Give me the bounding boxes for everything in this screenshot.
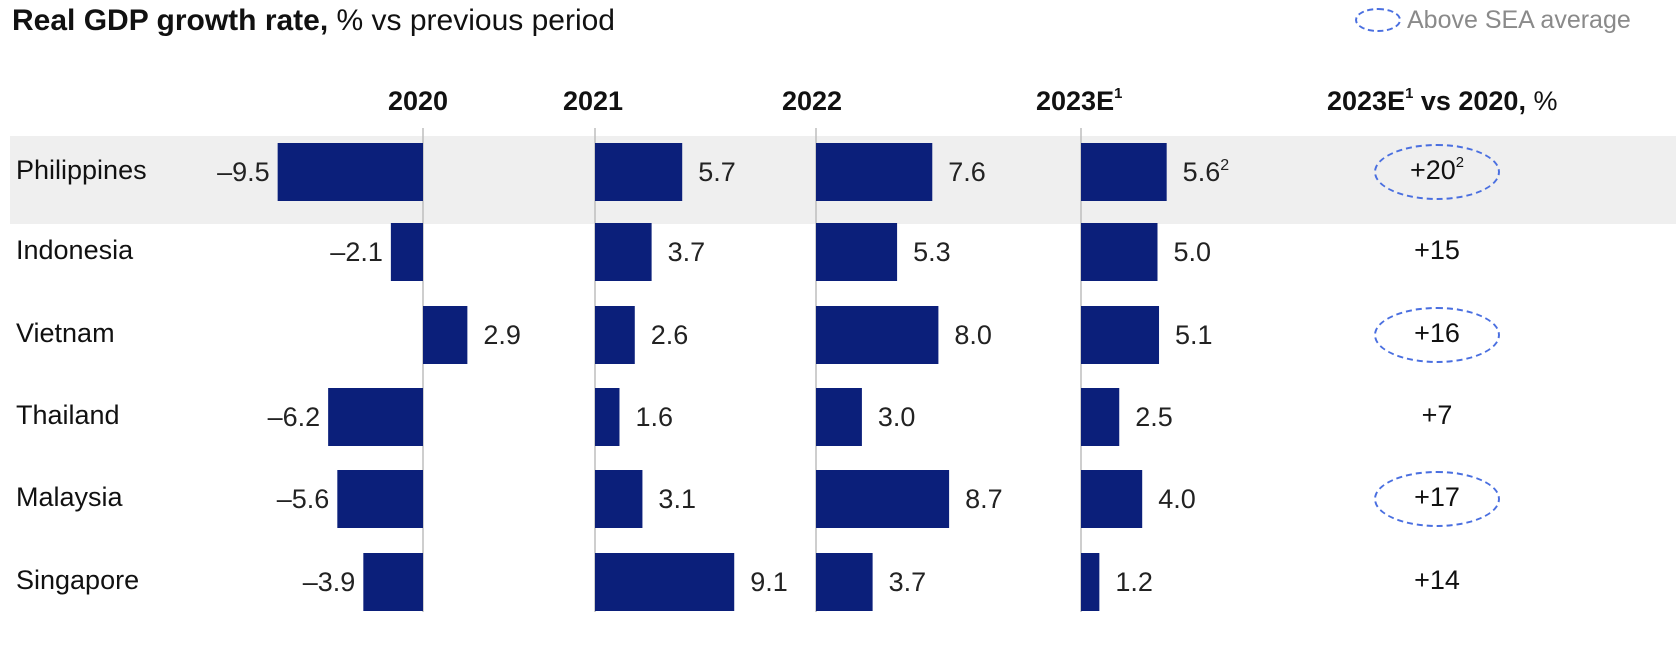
bar-2023e-philippines (1081, 143, 1167, 201)
value-label-2021-singapore: 9.1 (750, 567, 788, 597)
value-label-2020-thailand: –6.2 (268, 402, 321, 432)
bar-2021-indonesia (595, 223, 652, 281)
bar-2021-malaysia (595, 470, 643, 528)
bar-2020-malaysia (337, 470, 423, 528)
country-label-malaysia: Malaysia (16, 482, 123, 512)
column-header-2023e-label: 2023E (1036, 86, 1115, 116)
value-label-2023e-singapore: 1.2 (1115, 567, 1153, 597)
bar-2022-singapore (816, 553, 873, 611)
bar-2020-singapore (363, 553, 423, 611)
bar-2023e-thailand (1081, 388, 1120, 446)
value-label-2022-indonesia: 5.3 (913, 237, 951, 267)
value-label-2022-thailand: 3.0 (878, 402, 916, 432)
value-label-2021-thailand: 1.6 (635, 402, 673, 432)
bar-2023e-vietnam (1081, 306, 1160, 364)
bar-2023e-singapore (1081, 553, 1100, 611)
value-label-2020-vietnam: 2.9 (483, 320, 521, 350)
value-label-2022-vietnam: 8.0 (954, 320, 992, 350)
bar-2022-thailand (816, 388, 862, 446)
country-label-thailand: Thailand (16, 400, 120, 430)
value-label-2020-indonesia: –2.1 (330, 237, 383, 267)
bar-2020-vietnam (423, 306, 468, 364)
column-header-2022-label: 2022 (782, 86, 843, 116)
bar-2020-thailand (328, 388, 423, 446)
change-header-label: 2023E (1327, 86, 1406, 116)
column-header-2020-label: 2020 (388, 86, 449, 116)
change-header-mid: vs 2020, (1413, 86, 1526, 116)
value-label-2021-indonesia: 3.7 (668, 237, 706, 267)
value-label-2020-philippines: –9.5 (217, 157, 270, 187)
chart-title: Real GDP growth rate, % vs previous peri… (12, 4, 615, 38)
bar-2023e-malaysia (1081, 470, 1143, 528)
value-label-2023e-indonesia: 5.0 (1174, 237, 1212, 267)
change-value-philippines: +202 (1409, 155, 1465, 185)
legend-label: Above SEA average (1407, 6, 1631, 34)
column-header-2023e: 2023E1 (1036, 86, 1122, 117)
change-header-unit: % (1525, 86, 1558, 116)
column-header-2023e-sup: 1 (1114, 86, 1123, 102)
change-header-sup: 1 (1405, 86, 1414, 102)
change-value-indonesia: +15 (1414, 235, 1460, 265)
bar-2020-philippines (277, 143, 423, 201)
column-header-2020: 2020 (388, 86, 448, 117)
column-header-2021-label: 2021 (563, 86, 624, 116)
bar-2021-thailand (595, 388, 620, 446)
value-label-2021-malaysia: 3.1 (658, 484, 696, 514)
above-average-oval-malaysia (1374, 471, 1500, 527)
value-label-2021-vietnam: 2.6 (651, 320, 689, 350)
bar-2022-philippines (816, 143, 933, 201)
column-header-change: 2023E1 vs 2020, % (1327, 86, 1557, 117)
change-value-vietnam: +16 (1414, 318, 1460, 348)
bar-2022-vietnam (816, 306, 939, 364)
above-average-oval-philippines (1374, 144, 1500, 200)
value-label-2023e-philippines: 5.62 (1183, 157, 1230, 187)
above-average-oval-vietnam (1374, 307, 1500, 363)
column-header-2022: 2022 (782, 86, 842, 117)
bar-2023e-indonesia (1081, 223, 1158, 281)
legend: Above SEA average (1355, 6, 1631, 35)
value-label-2023e-vietnam: 5.1 (1175, 320, 1213, 350)
country-label-philippines: Philippines (16, 155, 147, 185)
country-label-vietnam: Vietnam (16, 318, 115, 348)
change-value-singapore: +14 (1414, 565, 1460, 595)
value-label-2022-singapore: 3.7 (889, 567, 927, 597)
country-label-indonesia: Indonesia (16, 235, 134, 265)
country-label-singapore: Singapore (16, 565, 140, 595)
bar-2021-singapore (595, 553, 735, 611)
value-label-2020-singapore: –3.9 (303, 567, 356, 597)
value-label-2023e-thailand: 2.5 (1135, 402, 1173, 432)
bar-2021-philippines (595, 143, 683, 201)
value-label-2022-malaysia: 8.7 (965, 484, 1003, 514)
value-label-2021-philippines: 5.7 (698, 157, 736, 187)
change-value-malaysia: +17 (1414, 482, 1460, 512)
change-value-thailand: +7 (1421, 400, 1453, 430)
value-label-2020-malaysia: –5.6 (277, 484, 330, 514)
bar-2022-indonesia (816, 223, 898, 281)
value-label-2023e-malaysia: 4.0 (1158, 484, 1196, 514)
bar-2020-indonesia (390, 223, 423, 281)
chart-title-rest: % vs previous period (328, 4, 615, 37)
value-label-2022-philippines: 7.6 (948, 157, 986, 187)
chart-title-bold: Real GDP growth rate, (12, 4, 329, 37)
dashed-oval-icon (1355, 8, 1401, 32)
bar-2021-vietnam (595, 306, 635, 364)
bar-2022-malaysia (816, 470, 950, 528)
column-header-2021: 2021 (563, 86, 623, 117)
